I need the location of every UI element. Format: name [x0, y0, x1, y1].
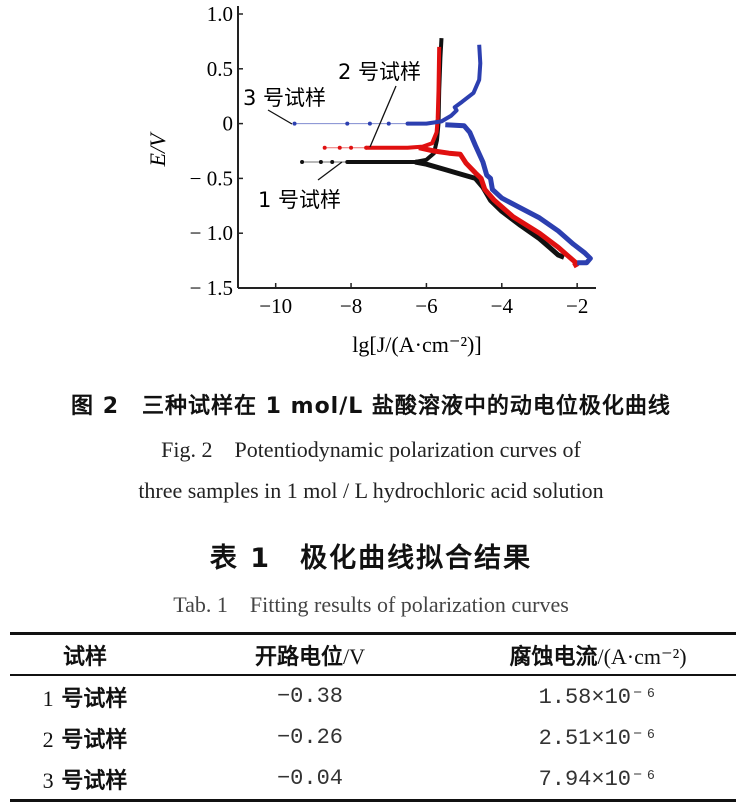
series-1-point: [318, 159, 323, 164]
table-row: 2 号试样 −0.26 2.51×10⁻⁶: [10, 717, 736, 758]
series-3-point: [292, 121, 297, 126]
annotation-leader-line: [317, 161, 343, 181]
series-3-point: [345, 121, 350, 126]
table-header-row: 试样 开路电位/V 腐蚀电流/(A·cm⁻²): [10, 633, 736, 676]
series-1-point: [330, 159, 335, 164]
y-tick-label: 0: [223, 112, 234, 136]
y-tick-label: − 1.0: [190, 221, 233, 245]
series-3-point: [386, 121, 391, 126]
series-1-point: [300, 159, 305, 164]
header-icorr: 腐蚀电流/(A·cm⁻²): [460, 633, 736, 676]
y-tick-label: − 1.5: [190, 276, 233, 300]
x-tick-label: −10: [259, 294, 292, 318]
x-tick-label: −2: [566, 294, 588, 318]
annotation-label: 2 号试样: [338, 60, 421, 84]
header-ocp: 开路电位/V: [160, 633, 460, 676]
cell-icorr: 7.94×10⁻⁶: [538, 766, 658, 792]
figure-caption-en-line2: three samples in 1 mol / L hydrochloric …: [138, 478, 604, 503]
chart-annotations: 3 号试样 2 号试样 1 号试样: [243, 60, 421, 212]
y-axis-label: E/V: [145, 131, 170, 168]
table-title-cn: 表 1 极化曲线拟合结果: [209, 543, 533, 574]
annotation-leader-line: [369, 85, 397, 148]
polarization-chart: −10 −8 −6 −4 −2 1.0 0.5 0 − 0.5 − 1.0 − 1.5 3 号试样 2…: [145, 2, 596, 357]
cell-ocp: −0.26: [276, 725, 343, 750]
y-tick-label: 0.5: [207, 57, 233, 81]
table-title-en: Tab. 1 Fitting results of polarization c…: [173, 592, 569, 617]
x-tick-label: −8: [340, 294, 362, 318]
cell-sample: 2 号试样: [42, 726, 128, 753]
cell-icorr: 2.51×10⁻⁶: [538, 725, 658, 751]
chart-axes: −10 −8 −6 −4 −2 1.0 0.5 0 − 0.5 − 1.0 − 1.5: [190, 2, 596, 318]
annotation-label: 3 号试样: [243, 86, 326, 110]
series-1-cathodic-curve: [414, 159, 565, 260]
cell-icorr: 1.58×10⁻⁶: [538, 684, 658, 710]
results-table: 试样 开路电位/V 腐蚀电流/(A·cm⁻²) 1 号试样 −0.38 1.58…: [10, 632, 736, 802]
x-axis-label: lg[J/(A·cm⁻²)]: [352, 332, 481, 357]
series-2-point: [322, 145, 327, 150]
annotation-label: 1 号试样: [258, 188, 341, 212]
series-3-point: [367, 121, 372, 126]
table-row: 1 号试样 −0.38 1.58×10⁻⁶: [10, 675, 736, 717]
series-3-cathodic-curve: [445, 122, 593, 266]
y-tick-label: − 0.5: [190, 166, 233, 190]
table-row: 3 号试样 −0.04 7.94×10⁻⁶: [10, 758, 736, 801]
cell-sample: 1 号试样: [42, 685, 128, 712]
series-2-cathodic-curve: [418, 145, 580, 269]
series-3-anodic-curve: [407, 44, 483, 126]
x-tick-label: −6: [415, 294, 437, 318]
figure-caption-en-line1: Fig. 2 Potentiodynamic polarization curv…: [161, 437, 581, 462]
figure-caption-cn: 图 2 三种试样在 1 mol/L 盐酸溶液中的动电位极化曲线: [71, 394, 671, 419]
y-tick-label: 1.0: [207, 2, 233, 26]
cell-ocp: −0.04: [276, 766, 343, 791]
series-2-point: [349, 145, 354, 150]
x-tick-label: −4: [491, 294, 514, 318]
series-2-anodic-curve: [366, 46, 442, 150]
series-2-point: [337, 145, 342, 150]
header-sample: 试样: [10, 633, 160, 676]
annotation-leader-line: [267, 109, 293, 125]
chart-curves: [292, 37, 593, 269]
cell-sample: 3 号试样: [42, 767, 128, 794]
cell-ocp: −0.38: [276, 684, 343, 709]
